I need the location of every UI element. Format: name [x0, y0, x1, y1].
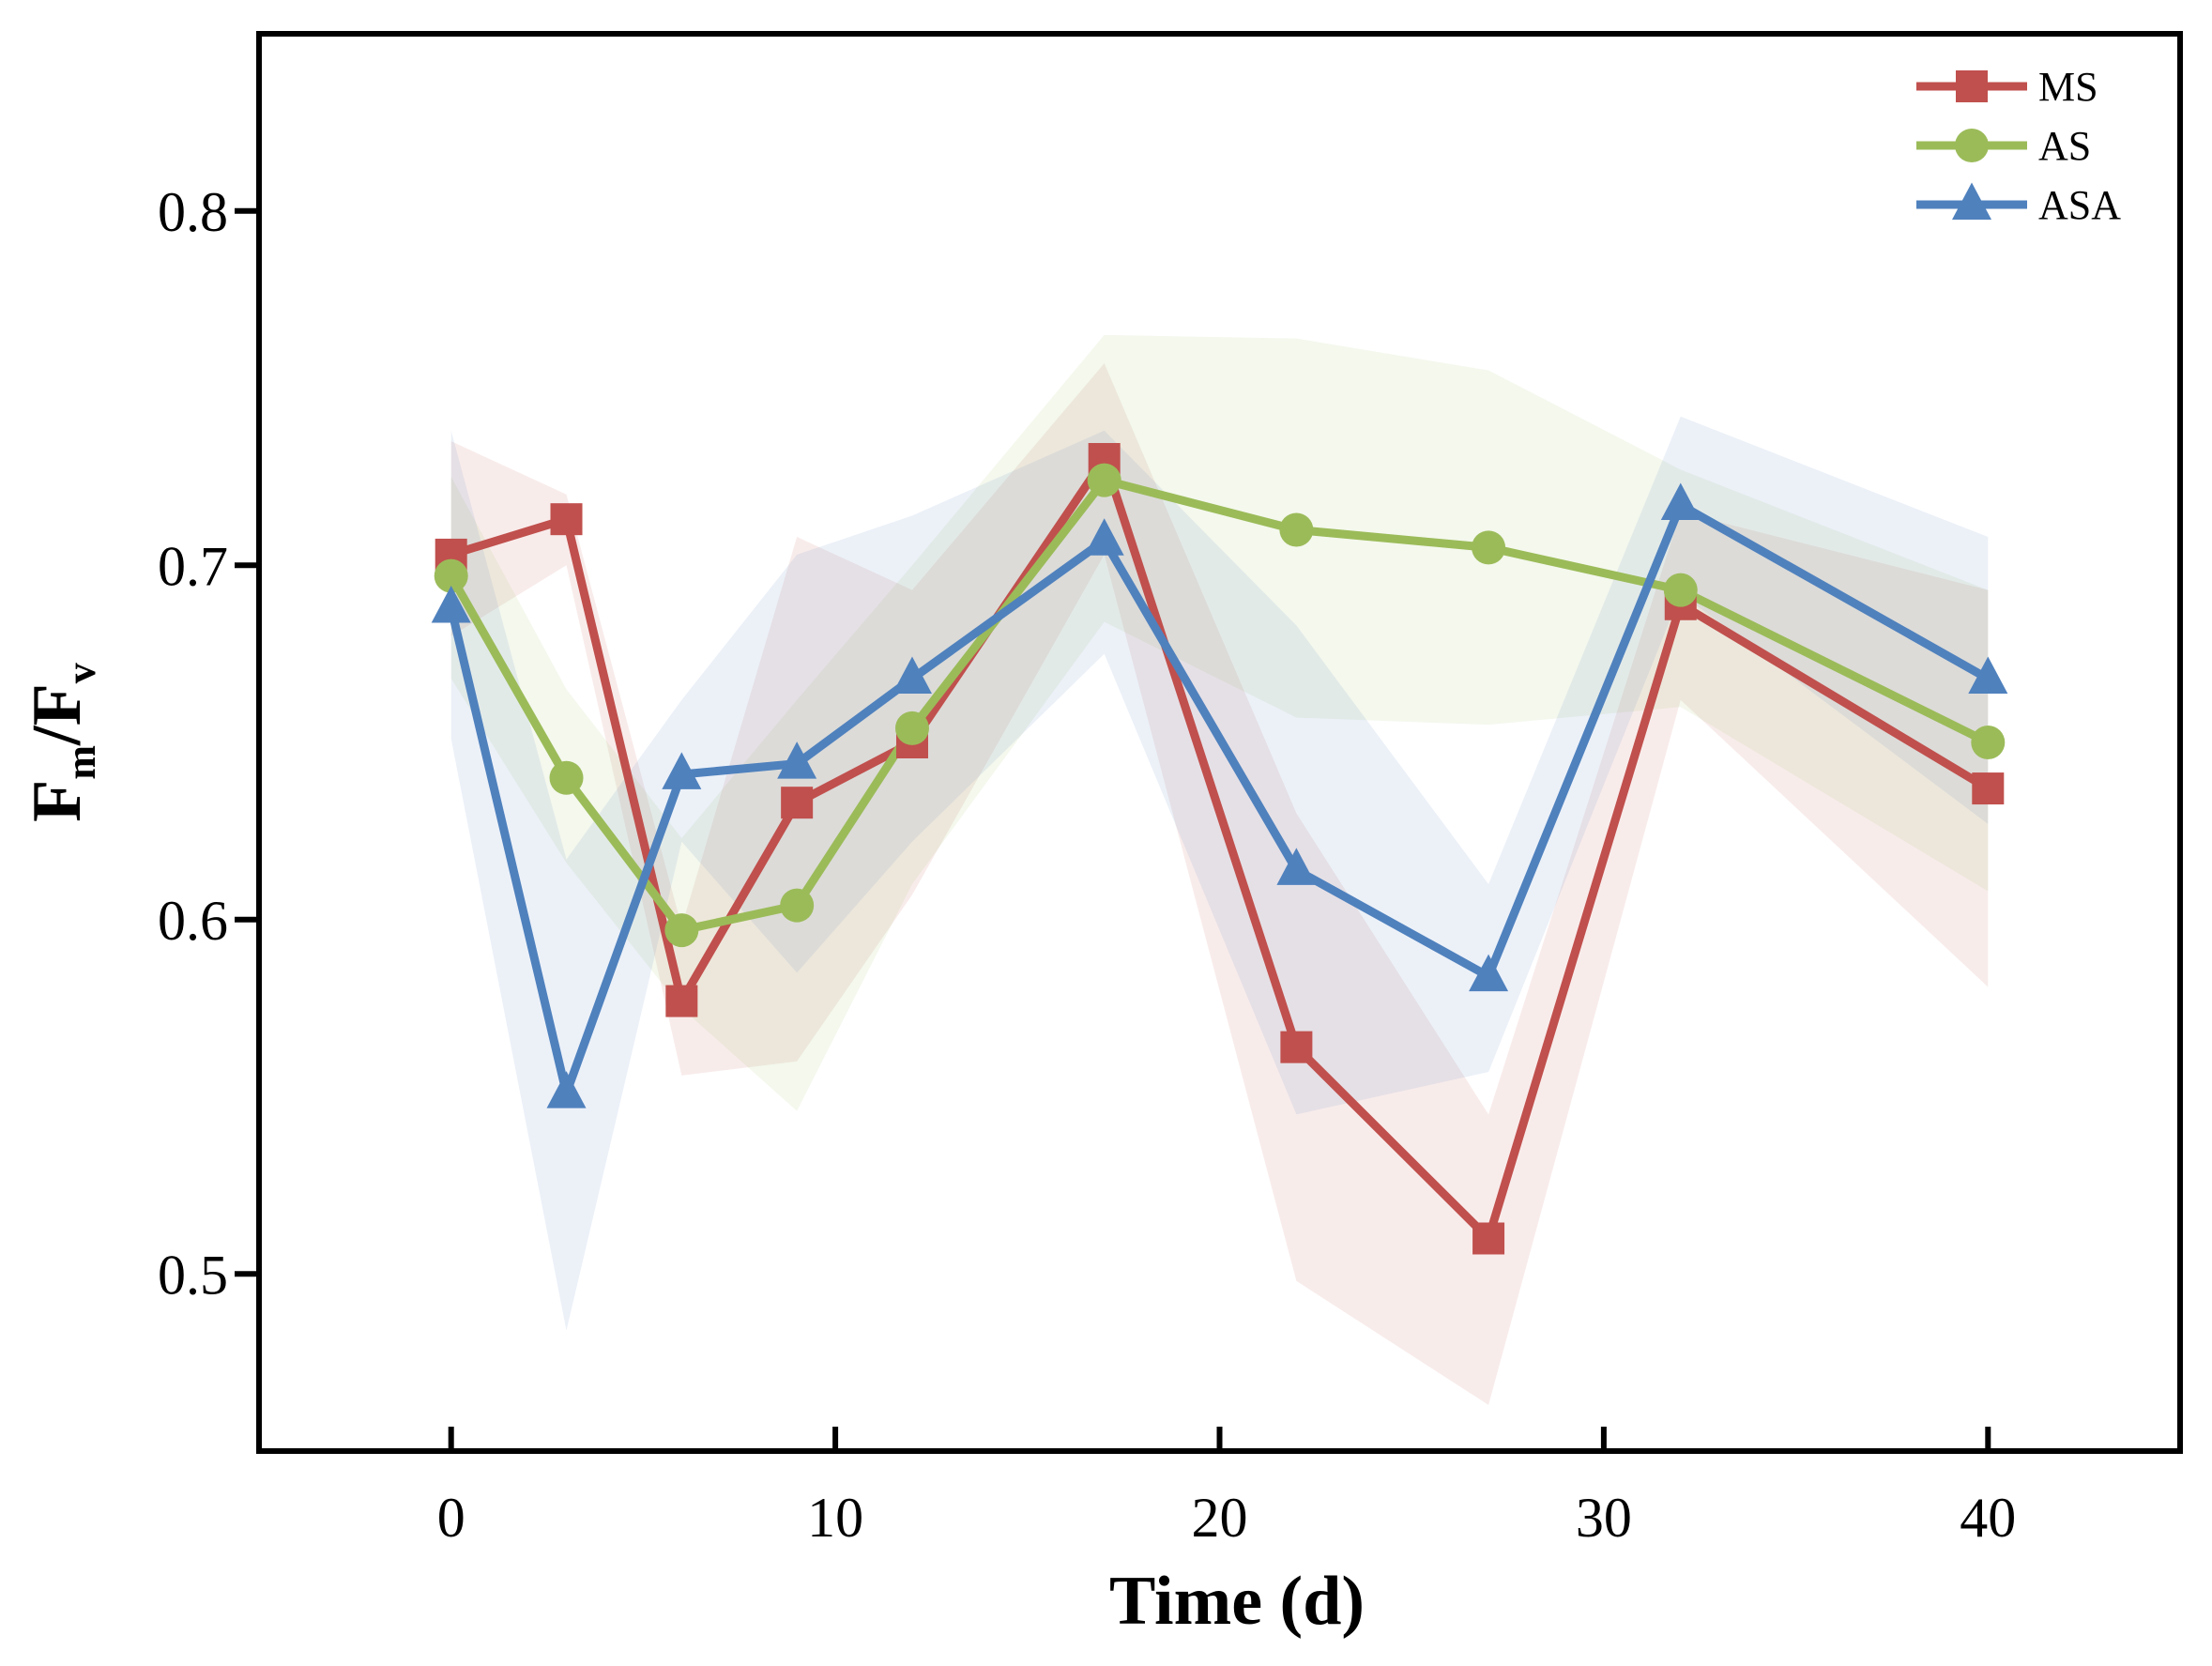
point-ms-2	[665, 985, 698, 1017]
y-tick-label: 0.7	[158, 535, 228, 597]
x-tick-label: 10	[807, 1487, 863, 1549]
y-axis-title-sub-m: m	[58, 745, 104, 780]
point-asa-9	[1968, 656, 2008, 695]
y-tick-label: 0.6	[158, 890, 228, 952]
y-axis-title: Fm/Fv	[19, 663, 104, 822]
point-as-3	[780, 888, 815, 923]
point-asa-8	[1660, 482, 1701, 521]
point-ms-9	[1972, 772, 2005, 805]
point-ms-7	[1472, 1222, 1505, 1255]
y-tick-label: 0.5	[158, 1244, 228, 1306]
point-as-0	[434, 558, 468, 593]
point-ms-6	[1280, 1031, 1313, 1063]
legend-label-ms: MS	[2038, 64, 2098, 110]
point-as-2	[664, 913, 699, 948]
point-asa-5	[1084, 518, 1124, 556]
point-as-4	[894, 711, 929, 745]
point-as-6	[1279, 512, 1314, 547]
band-ms	[450, 363, 1989, 1405]
confidence-bands	[450, 334, 1989, 1405]
point-as-1	[549, 760, 584, 795]
legend-marker-as	[1955, 129, 1989, 162]
point-ms-3	[781, 787, 814, 819]
y-axis-title-main: F	[19, 780, 96, 822]
line-asa	[447, 498, 1991, 1108]
point-as-9	[1971, 726, 2006, 759]
point-asa-3	[777, 741, 817, 779]
x-tick-label: 30	[1576, 1487, 1632, 1549]
legend-label-as: AS	[2038, 123, 2091, 169]
legend-label-asa: ASA	[2038, 182, 2121, 228]
point-asa-7	[1469, 954, 1509, 992]
y-tick-label: 0.8	[158, 181, 228, 243]
legend: MS AS ASA	[1916, 64, 2121, 228]
y-axis-title-sep: /F	[19, 683, 96, 746]
x-tick-label: 40	[1960, 1487, 2016, 1549]
legend-marker-asa	[1952, 182, 1991, 220]
x-axis-title: Time (d)	[1109, 1563, 1365, 1640]
y-axis-ticks: 0.5 0.6 0.7 0.8	[158, 181, 259, 1306]
line-as	[447, 475, 1991, 936]
x-tick-label: 0	[437, 1487, 465, 1549]
point-asa-6	[1276, 848, 1317, 885]
point-asa-2	[662, 752, 702, 789]
x-tick-label: 20	[1192, 1487, 1248, 1549]
point-ms-1	[550, 503, 583, 536]
series-markers	[431, 443, 2008, 1255]
series-lines	[447, 449, 1991, 1246]
point-asa-0	[431, 585, 471, 623]
point-asa-4	[892, 656, 932, 695]
point-as-8	[1663, 573, 1698, 607]
x-axis-ticks: 0 10 20 30 40	[437, 1427, 2016, 1549]
band-as	[450, 334, 1989, 1111]
band-asa	[450, 416, 1989, 1331]
point-as-7	[1472, 530, 1506, 565]
legend-marker-ms	[1956, 70, 1988, 102]
y-axis-title-sub-v: v	[58, 663, 104, 683]
point-as-5	[1087, 463, 1121, 497]
point-asa-1	[546, 1071, 587, 1108]
